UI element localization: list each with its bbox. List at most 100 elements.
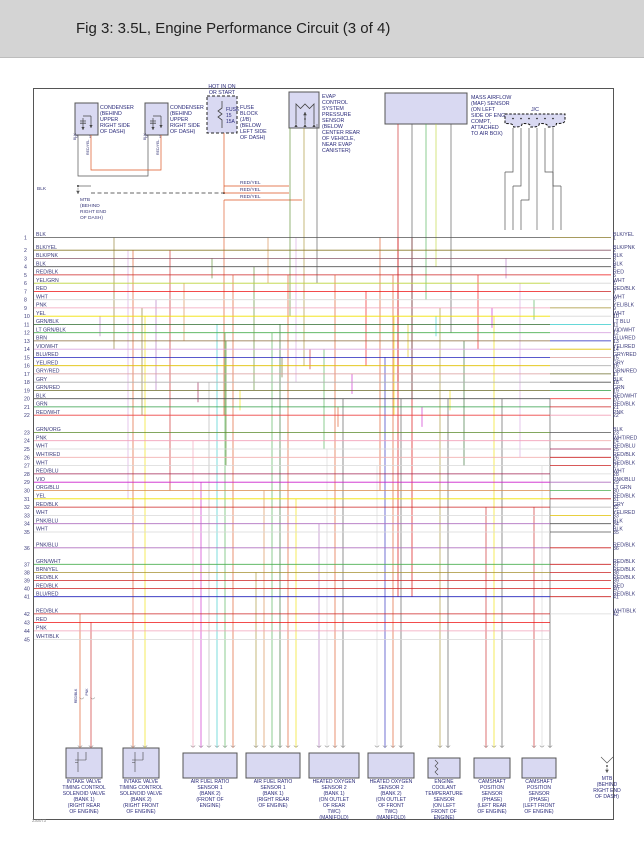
svg-text:RED/YEL: RED/YEL [240,194,261,200]
svg-text:9: 9 [24,306,27,312]
svg-text:ENGINE): ENGINE) [434,815,455,821]
svg-text:14: 14 [24,347,30,353]
svg-text:ENGINE): ENGINE) [200,803,221,809]
svg-text:GRN/RED: GRN/RED [36,385,60,391]
svg-text:5: 5 [24,273,27,279]
svg-text:YEL: YEL [36,311,46,317]
svg-text:WHT: WHT [36,527,49,533]
svg-text:RED/BLK: RED/BLK [36,575,59,581]
svg-text:19: 19 [24,388,30,394]
svg-text:24: 24 [24,439,30,445]
svg-text:BLK/YEL: BLK/YEL [36,245,57,251]
svg-text:35: 35 [24,530,30,536]
svg-text:1: 1 [613,236,616,242]
svg-text:29: 29 [24,480,30,486]
svg-text:1: 1 [89,135,91,139]
svg-text:OF DASH): OF DASH) [595,794,619,800]
svg-text:15A: 15A [226,119,236,125]
svg-text:16: 16 [24,364,30,370]
svg-text:BLK/YEL: BLK/YEL [613,232,634,238]
svg-text:22: 22 [24,413,30,419]
svg-text:(MANIFOLD): (MANIFOLD) [319,815,349,821]
svg-text:41: 41 [24,595,30,601]
svg-text:YEL/GRN: YEL/GRN [36,278,59,284]
svg-text:MTB: MTB [80,197,90,203]
svg-text:WHT: WHT [36,460,49,466]
svg-text:PNK: PNK [36,303,47,309]
svg-text:32: 32 [24,505,30,511]
svg-text:OF ENGINE): OF ENGINE) [477,809,507,815]
svg-text:25: 25 [24,447,30,453]
svg-text:OF DASH): OF DASH) [240,135,266,141]
svg-text:35: 35 [613,530,619,536]
svg-text:GRN/BLK: GRN/BLK [36,319,59,325]
svg-text:RED/BLK: RED/BLK [36,583,59,589]
svg-text:36: 36 [613,546,619,552]
svg-text:7: 7 [24,289,27,295]
svg-text:20: 20 [24,397,30,403]
svg-text:BLK/PNK: BLK/PNK [36,253,58,259]
svg-text:(MANIFOLD): (MANIFOLD) [376,815,406,821]
svg-text:43: 43 [24,620,30,626]
svg-text:RED: RED [36,286,47,292]
svg-text:BLK/PNK: BLK/PNK [613,245,635,251]
svg-text:RED: RED [36,617,47,623]
svg-text:34: 34 [24,522,30,528]
svg-text:RED/BLU: RED/BLU [36,469,59,475]
svg-text:WHT/RED: WHT/RED [36,452,60,458]
svg-text:44: 44 [24,629,30,635]
svg-text:CANISTER): CANISTER) [322,148,351,154]
svg-text:23: 23 [24,430,30,436]
svg-text:PNK/BLU: PNK/BLU [36,543,58,549]
svg-text:RED/BLK: RED/BLK [36,609,59,615]
svg-text:OR START: OR START [209,90,236,96]
svg-text:OF ENGINE): OF ENGINE) [524,809,554,815]
svg-text:31: 31 [24,497,30,503]
svg-text:ORG/BLU: ORG/BLU [36,485,60,491]
svg-text:21: 21 [24,405,30,411]
svg-text:RED/BLK: RED/BLK [36,270,59,276]
svg-text:36: 36 [24,546,30,552]
svg-text:BLK: BLK [36,261,46,267]
svg-text:GRN/ORG: GRN/ORG [36,427,61,433]
svg-text:8: 8 [24,298,27,304]
svg-text:OF DASH): OF DASH) [100,129,126,135]
svg-text:YEL/BLK: YEL/BLK [613,303,635,309]
svg-text:4: 4 [24,265,27,271]
svg-text:22: 22 [613,413,619,419]
svg-text:230073: 230073 [32,818,47,823]
svg-text:10: 10 [24,314,30,320]
svg-text:(BEHIND: (BEHIND [80,203,100,209]
svg-text:3: 3 [24,256,27,262]
svg-text:42: 42 [24,612,30,618]
svg-text:PNK: PNK [85,688,89,696]
svg-text:39: 39 [24,579,30,585]
svg-text:30: 30 [24,489,30,495]
svg-text:RED/YEL: RED/YEL [156,140,160,155]
svg-text:17: 17 [24,372,30,378]
svg-text:BRN/YEL: BRN/YEL [36,567,58,573]
svg-text:YEL: YEL [36,494,46,500]
svg-text:RED/YEL: RED/YEL [240,187,261,193]
svg-text:GRN: GRN [36,402,48,408]
svg-text:2: 2 [146,135,148,139]
svg-text:1: 1 [24,236,27,242]
svg-text:18: 18 [24,380,30,386]
svg-text:OF DASH): OF DASH) [170,129,196,135]
svg-text:OF ENGINE): OF ENGINE) [69,809,99,815]
svg-text:LT GRN/BLK: LT GRN/BLK [36,327,66,333]
svg-text:2: 2 [24,248,27,254]
svg-text:6: 6 [24,281,27,287]
svg-text:OF ENGINE): OF ENGINE) [126,809,156,815]
svg-text:BLU/RED: BLU/RED [36,352,59,358]
svg-text:YEL/RED: YEL/RED [36,360,58,366]
svg-text:GRY: GRY [36,377,48,383]
svg-text:11: 11 [24,322,29,328]
svg-text:BLK: BLK [36,232,46,238]
svg-text:2: 2 [76,135,78,139]
svg-text:41: 41 [613,595,619,601]
svg-text:BRN: BRN [36,336,47,342]
svg-text:27: 27 [24,464,30,470]
svg-text:WHT: WHT [36,294,49,300]
svg-text:33: 33 [24,513,30,519]
